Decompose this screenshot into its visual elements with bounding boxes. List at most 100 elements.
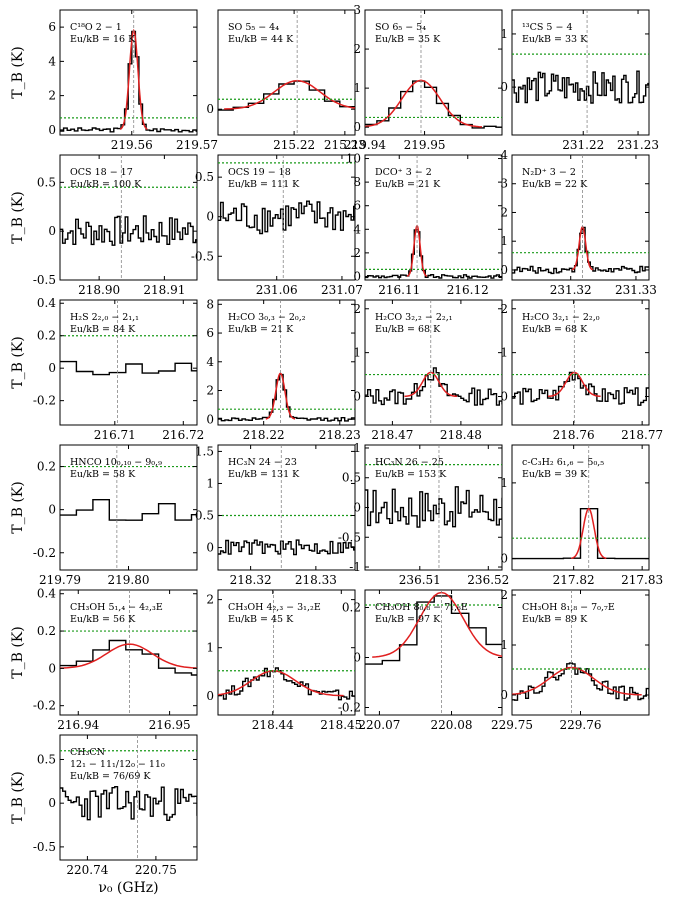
- y-tick-label: 1: [206, 641, 214, 655]
- y-tick-label: 0: [48, 661, 56, 675]
- observed-spectrum: [365, 486, 502, 528]
- x-tick-label: 219.80: [108, 573, 150, 587]
- observed-spectrum: [218, 539, 355, 556]
- upper-energy-label: Eu/kB = 21 K: [228, 324, 294, 335]
- y-tick-label: 0: [48, 123, 56, 137]
- upper-energy-label: Eu/kB = 44 K: [228, 34, 294, 45]
- spectrum-panel: 0 1 2 218.76 218.77 H₂CO 3₂,₁ − 2₂,₀Eu/kB = 6…: [500, 299, 663, 442]
- panel-frame: [364, 299, 503, 426]
- observed-spectrum: [365, 229, 502, 279]
- x-axis-label: ν₀ (GHz): [98, 880, 158, 896]
- x-tick-label: 220.08: [431, 718, 473, 732]
- spectrum-panel: 0 1 2 218.47 218.48 H₂CO 3₂,₂ − 2₂,₁Eu/kB = 6…: [353, 299, 503, 442]
- model-spectrum: [265, 372, 296, 420]
- x-tick-label: 217.83: [621, 573, 663, 587]
- y-tick-label: 0.4: [37, 296, 56, 310]
- y-tick-label: 0.5: [37, 752, 56, 766]
- upper-energy-label: Eu/kB = 22 K: [522, 179, 588, 190]
- x-tick-label: 216.95: [149, 718, 191, 732]
- y-tick-label: 2: [206, 384, 214, 398]
- model-spectrum: [224, 79, 355, 110]
- x-tick-label: 219.56: [111, 138, 153, 152]
- y-tick-label: 0: [48, 224, 56, 238]
- x-tick-label: 231.07: [321, 283, 363, 297]
- y-tick-label: 4: [48, 54, 56, 68]
- y-tick-label: -1: [349, 560, 361, 574]
- y-tick-label: 2: [206, 593, 214, 607]
- observed-spectrum: [60, 786, 197, 821]
- upper-energy-label: Eu/kB = 68 K: [522, 324, 588, 335]
- observed-spectrum: [218, 667, 355, 701]
- y-tick-label: 10: [346, 152, 361, 166]
- y-tick-label: 0: [48, 503, 56, 517]
- y-tick-label: 0: [206, 689, 214, 703]
- upper-energy-label: Eu/kB = 111 K: [228, 179, 300, 190]
- x-tick-label: 220.74: [66, 863, 108, 877]
- x-tick-label: 218.48: [440, 428, 482, 442]
- observed-spectrum: [60, 639, 197, 676]
- y-tick-label: 0.5: [195, 509, 214, 523]
- panel-frame: [217, 9, 356, 136]
- spectrum-panel: 0 2 4 6 219.56 219.57 C¹⁸O 2 − 1Eu/kB = 16 K T_…: [10, 9, 218, 152]
- y-tick-label: 0: [500, 80, 508, 94]
- y-tick-label: 2: [353, 246, 361, 260]
- y-tick-label: 0.5: [342, 471, 361, 485]
- x-tick-label: 217.82: [553, 573, 595, 587]
- observed-spectrum: [512, 662, 649, 701]
- molecule-label: C¹⁸O 2 − 1: [70, 22, 122, 33]
- upper-energy-label: Eu/kB = 131 K: [228, 469, 300, 480]
- y-tick-label: 6: [206, 326, 214, 340]
- y-tick-label: 0: [206, 102, 214, 116]
- upper-energy-label: Eu/kB = 68 K: [375, 324, 441, 335]
- y-tick-label: 0.2: [37, 460, 56, 474]
- x-tick-label: 229.75: [491, 718, 533, 732]
- spectrum-panel: -0.2 0 0.2 0.4 216.94 216.95 CH₃OH 5₁,₄ − 4₂,₃…: [10, 587, 198, 732]
- molecule-label: SO 5₅ − 4₄: [228, 22, 279, 33]
- x-tick-label: 231.23: [617, 138, 659, 152]
- panel-frame: [59, 154, 198, 281]
- y-tick-label: 2: [353, 302, 361, 316]
- model-spectrum: [571, 507, 607, 560]
- spectrum-panel: 0 1 217.82 217.83 c-C₃H₂ 6₁,₆ − 5₀,₅Eu/kB = …: [500, 444, 663, 587]
- molecule-label: HC₃N 24 − 23: [228, 457, 297, 468]
- x-tick-label: 231.33: [615, 283, 657, 297]
- y-tick-label: 0: [48, 796, 56, 810]
- upper-energy-label: Eu/kB = 39 K: [522, 469, 588, 480]
- y-tick-label: 3: [353, 3, 361, 17]
- spectrum-panel: -0.2 0 0.2 219.79 219.80 HNCO 10₀,₁₀ − 9₀,₉Eu…: [10, 444, 198, 587]
- molecule-label: HC₃N 26 − 25: [375, 457, 444, 468]
- observed-spectrum: [60, 360, 197, 376]
- y-axis-label: T_B (K): [10, 191, 26, 243]
- y-tick-label: 2: [353, 42, 361, 56]
- y-tick-label: 0: [206, 210, 214, 224]
- y-tick-label: 6: [353, 199, 361, 213]
- y-tick-label: 0: [206, 412, 214, 426]
- x-tick-label: 218.45: [320, 718, 362, 732]
- y-tick-label: 1: [500, 27, 508, 41]
- molecule-label: H₂CO 3₂,₁ − 2₂,₀: [522, 312, 600, 323]
- panel-frame: [364, 9, 503, 136]
- observed-spectrum: [60, 215, 197, 246]
- y-tick-label: 1: [500, 234, 508, 248]
- observed-spectrum: [60, 499, 197, 521]
- y-tick-label: 1: [500, 638, 508, 652]
- y-tick-label: 0.2: [342, 601, 361, 615]
- y-tick-label: 0: [500, 263, 508, 277]
- y-tick-label: 2: [500, 302, 508, 316]
- y-tick-label: 1: [500, 476, 508, 490]
- x-tick-label: 218.90: [78, 283, 120, 297]
- y-tick-label: -0.5: [338, 530, 361, 544]
- x-tick-label: 218.47: [371, 428, 413, 442]
- y-tick-label: 4: [353, 222, 361, 236]
- panel-frame: [59, 589, 198, 716]
- molecule-label: OCS 18 − 17: [70, 167, 133, 178]
- y-tick-label: 0: [500, 688, 508, 702]
- y-tick-label: 4: [500, 148, 508, 162]
- molecule-label: H₂CO 3₂,₂ − 2₂,₁: [375, 312, 453, 323]
- x-tick-label: 220.07: [358, 718, 400, 732]
- y-axis-label: T_B (K): [10, 46, 26, 98]
- spectrum-panel: 0 1 231.22 231.23 ¹³CS 5 − 4Eu/kB = 33 K: [500, 9, 659, 152]
- y-tick-label: 8: [206, 297, 214, 311]
